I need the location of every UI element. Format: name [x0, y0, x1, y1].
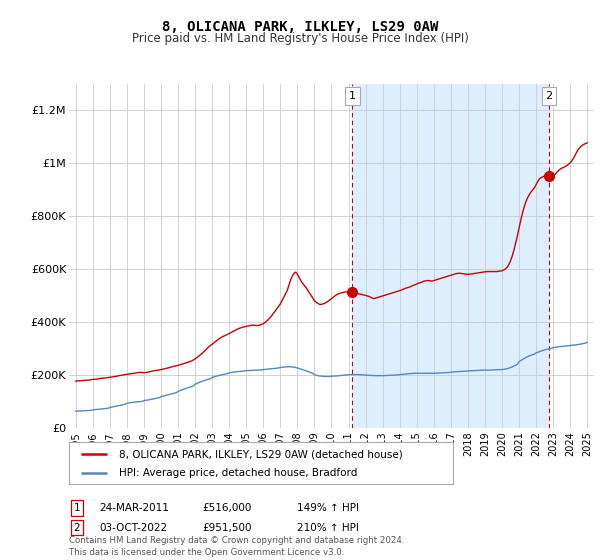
Text: 1: 1: [349, 91, 356, 101]
Text: 2: 2: [545, 91, 553, 101]
Text: 1: 1: [73, 503, 80, 513]
Text: 2: 2: [73, 522, 80, 533]
Text: 210% ↑ HPI: 210% ↑ HPI: [297, 522, 359, 533]
Text: 8, OLICANA PARK, ILKLEY, LS29 0AW (detached house): 8, OLICANA PARK, ILKLEY, LS29 0AW (detac…: [119, 449, 403, 459]
Text: 149% ↑ HPI: 149% ↑ HPI: [297, 503, 359, 513]
Text: HPI: Average price, detached house, Bradford: HPI: Average price, detached house, Brad…: [119, 468, 357, 478]
Text: 8, OLICANA PARK, ILKLEY, LS29 0AW: 8, OLICANA PARK, ILKLEY, LS29 0AW: [162, 20, 438, 34]
Text: 03-OCT-2022: 03-OCT-2022: [99, 522, 167, 533]
Text: £516,000: £516,000: [203, 503, 252, 513]
Text: Contains HM Land Registry data © Crown copyright and database right 2024.
This d: Contains HM Land Registry data © Crown c…: [69, 536, 404, 557]
Text: 24-MAR-2011: 24-MAR-2011: [99, 503, 169, 513]
Bar: [352, 84, 549, 428]
Text: £951,500: £951,500: [203, 522, 253, 533]
Text: Price paid vs. HM Land Registry's House Price Index (HPI): Price paid vs. HM Land Registry's House …: [131, 32, 469, 45]
